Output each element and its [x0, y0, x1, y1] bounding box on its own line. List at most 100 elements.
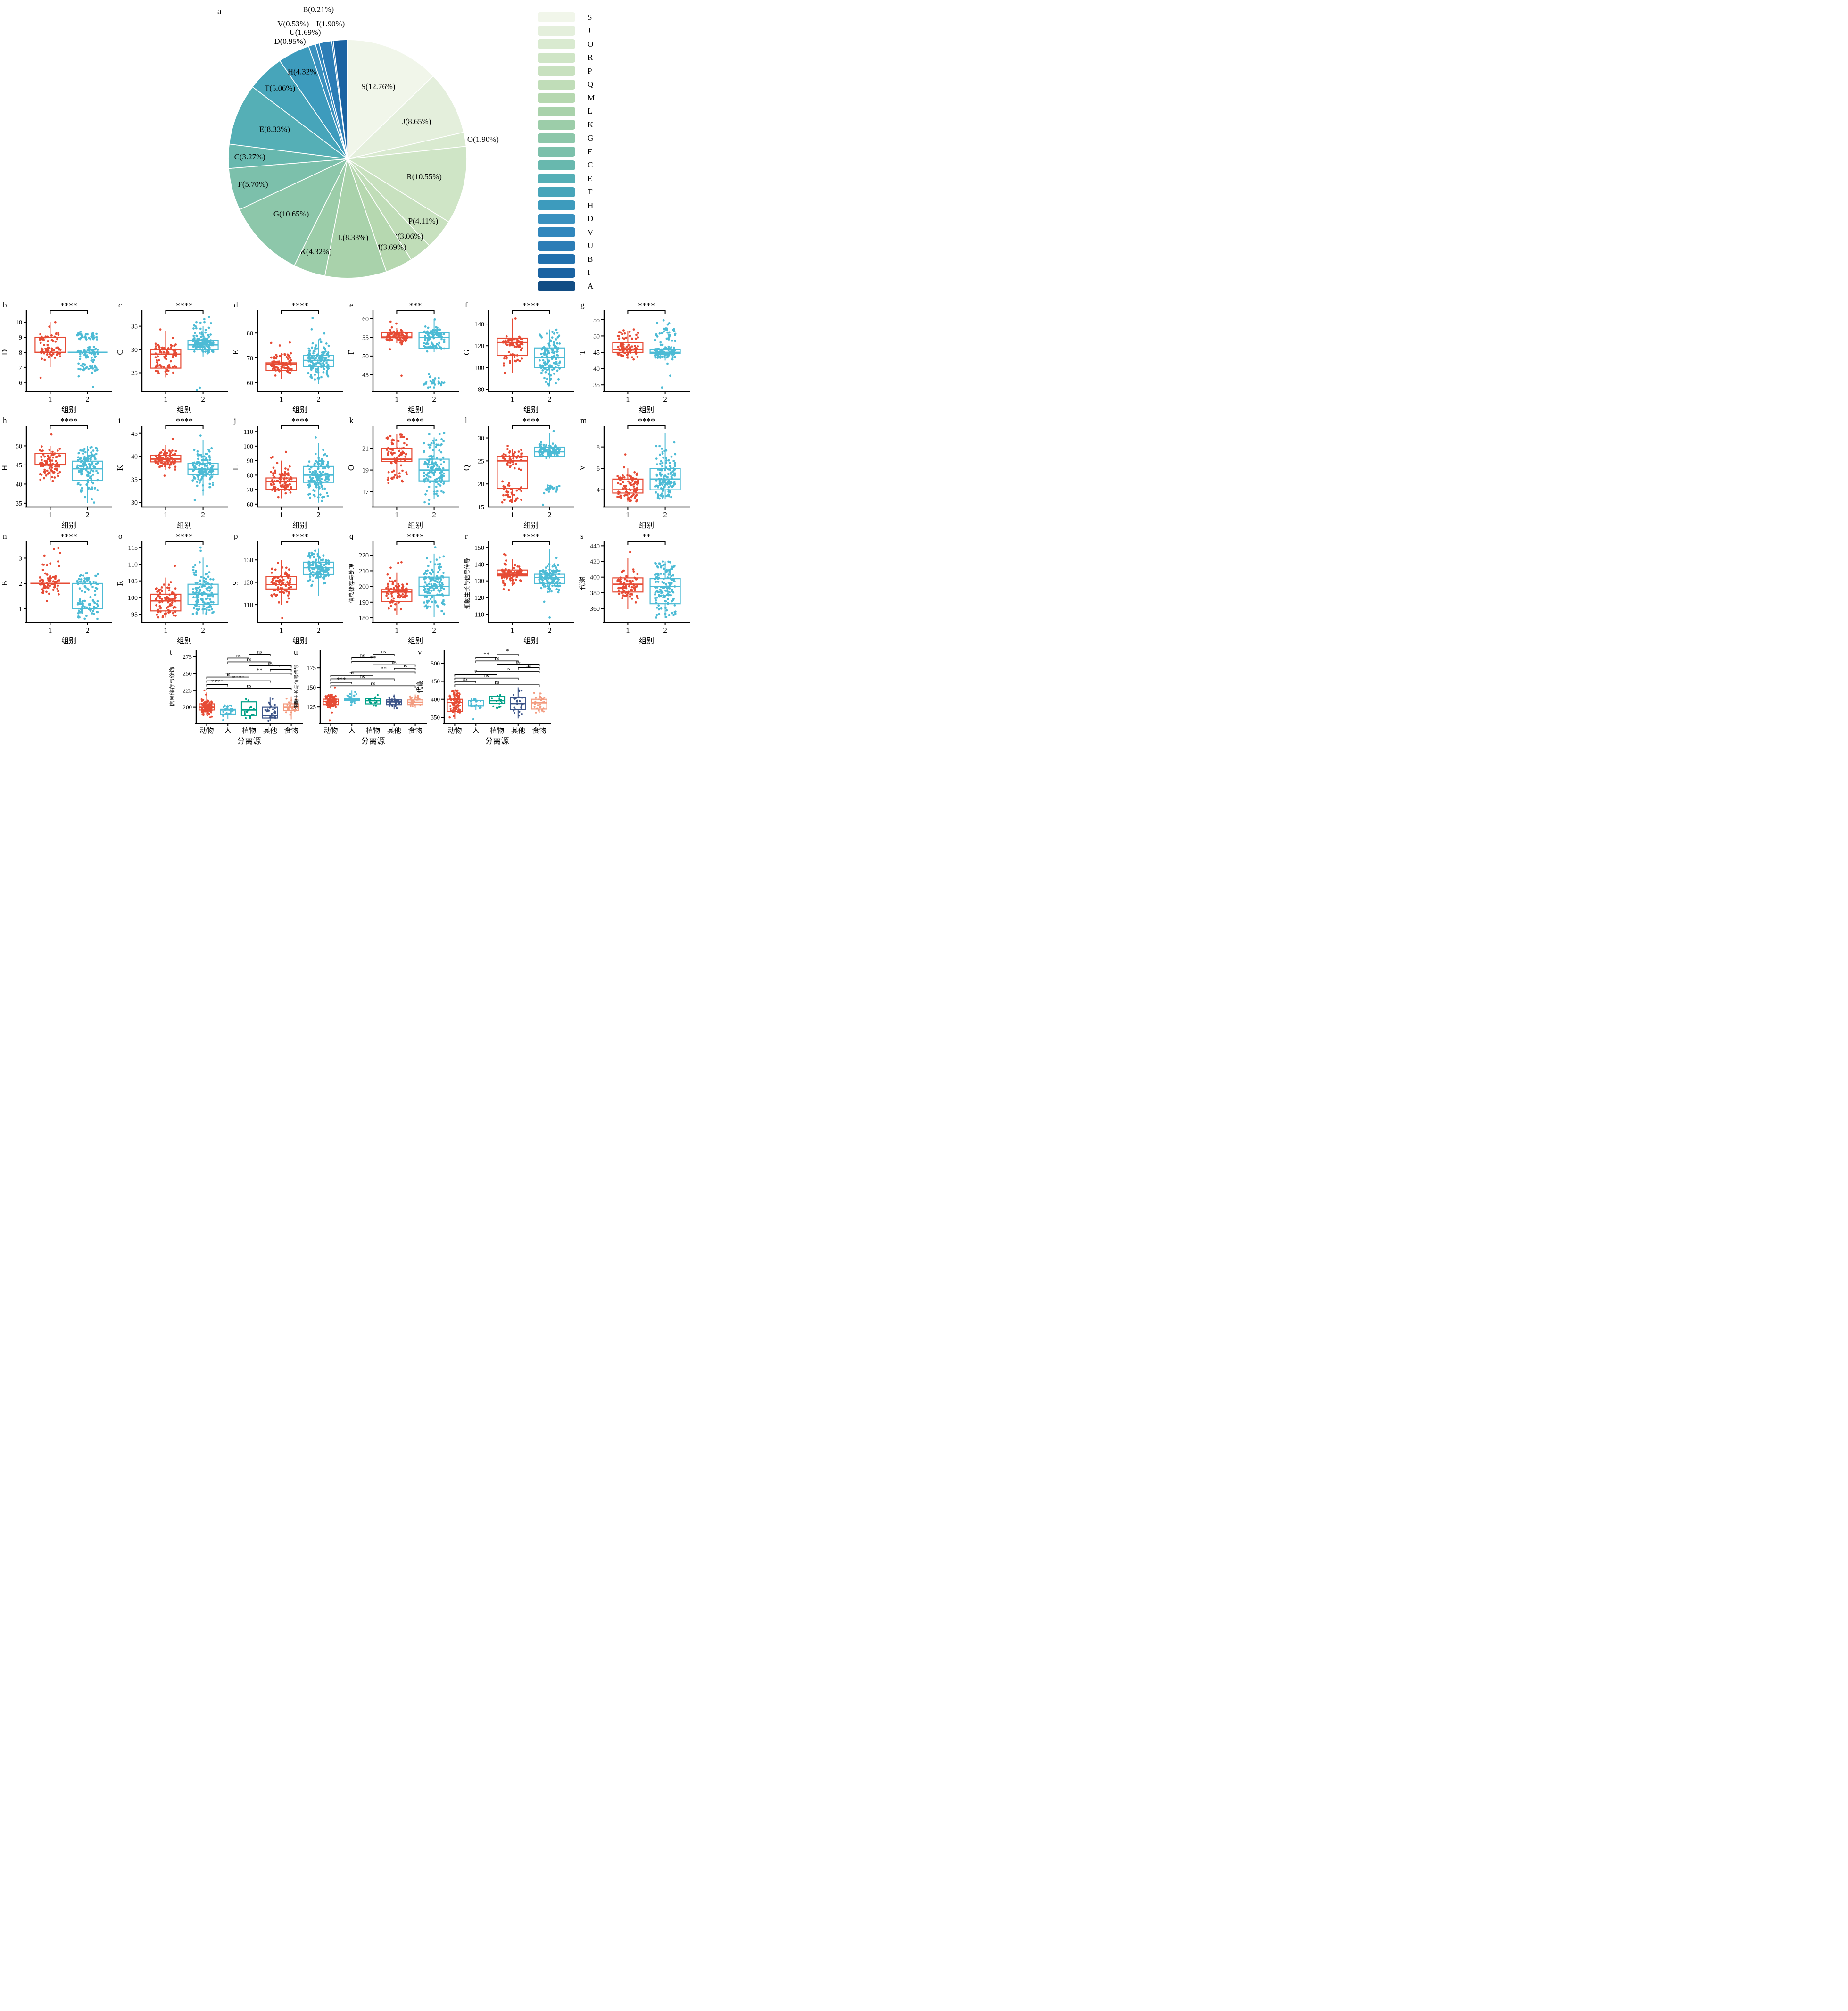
jitter-point [288, 574, 290, 577]
jitter-point [316, 369, 319, 371]
jitter-point [154, 347, 157, 350]
jitter-point [278, 601, 280, 604]
jitter-point [85, 606, 88, 609]
jitter-point [295, 703, 298, 706]
jitter-point [307, 354, 310, 357]
jitter-point [199, 549, 202, 552]
jitter-point [636, 595, 638, 597]
jitter-point [272, 466, 275, 469]
jitter-point [664, 346, 667, 349]
jitter-point [557, 564, 559, 566]
jitter-point [539, 572, 541, 574]
legend-item-O: O [538, 39, 688, 49]
jitter-point [315, 564, 318, 566]
jitter-point [41, 569, 44, 571]
jitter-point [57, 547, 60, 549]
jitter-point [84, 496, 86, 499]
jitter-point [655, 445, 658, 448]
jitter-point [623, 476, 626, 479]
jitter-point [617, 590, 620, 593]
x-cat-label: 1 [510, 395, 514, 404]
jitter-point [655, 573, 658, 575]
jitter-point [387, 587, 390, 590]
jitter-point [435, 558, 438, 561]
jitter-point [50, 334, 53, 337]
jitter-point [224, 709, 226, 711]
jitter-point [208, 705, 211, 707]
jitter-point [84, 586, 87, 589]
jitter-point [158, 346, 161, 349]
jitter-point [510, 460, 512, 463]
jitter-point [80, 332, 83, 335]
jitter-point [426, 347, 429, 349]
jitter-point [659, 472, 662, 474]
jitter-point [621, 588, 624, 591]
jitter-point [439, 476, 442, 479]
jitter-point [404, 336, 406, 339]
sig-label: **** [638, 416, 655, 426]
jitter-point [39, 449, 41, 452]
jitter-point [83, 577, 86, 580]
jitter-point [307, 347, 310, 350]
jitter-point [443, 612, 445, 615]
legend-label-G: G [588, 133, 594, 142]
jitter-point [630, 496, 632, 499]
jitter-point [629, 350, 631, 353]
jitter-point [82, 574, 84, 577]
jitter-point [174, 349, 177, 352]
jitter-point [166, 596, 168, 598]
jitter-point [667, 560, 670, 563]
sig-bracket [206, 684, 228, 687]
jitter-point [539, 334, 542, 337]
y-axis-label: 信息储存与处理 [348, 564, 355, 603]
jitter-point [672, 598, 675, 601]
jitter-point [439, 578, 442, 581]
jitter-point [389, 566, 392, 569]
jitter-point [155, 587, 157, 590]
jitter-point [398, 450, 400, 452]
jitter-point [551, 450, 554, 453]
jitter-point [417, 695, 419, 697]
jitter-point [212, 482, 214, 484]
jitter-point [435, 333, 438, 336]
jitter-point [672, 460, 675, 462]
jitter-point [327, 574, 330, 577]
jitter-point [632, 490, 635, 492]
jitter-point [555, 338, 557, 341]
jitter-point [40, 335, 43, 338]
jitter-point [556, 350, 559, 353]
jitter-point [503, 576, 506, 579]
jitter-point [659, 453, 661, 456]
jitter-point [89, 596, 92, 598]
jitter-point [654, 339, 656, 341]
y-axis-label: V [578, 465, 587, 471]
jitter-point [397, 583, 400, 585]
jitter-point [282, 364, 285, 366]
jitter-point [91, 488, 93, 491]
jitter-point [398, 601, 400, 604]
jitter-point [290, 706, 292, 708]
jitter-point [399, 458, 402, 461]
jitter-point [196, 461, 199, 464]
jitter-point [97, 573, 99, 575]
jitter-point [436, 585, 439, 588]
jitter-point [273, 589, 275, 592]
jitter-point [210, 703, 212, 705]
jitter-point [472, 718, 474, 720]
jitter-point [91, 365, 94, 367]
jitter-point [441, 575, 444, 577]
jitter-point [507, 490, 509, 493]
jitter-point [437, 606, 439, 608]
jitter-point [636, 356, 639, 358]
jitter-point [86, 480, 89, 482]
jitter-point [81, 606, 83, 608]
jitter-point [544, 573, 547, 576]
jitter-point [440, 333, 443, 336]
jitter-point [96, 479, 99, 482]
jitter-point [621, 476, 624, 479]
jitter-point [452, 707, 455, 709]
jitter-point [637, 332, 639, 334]
jitter-point [512, 697, 514, 699]
jitter-point [553, 449, 555, 451]
